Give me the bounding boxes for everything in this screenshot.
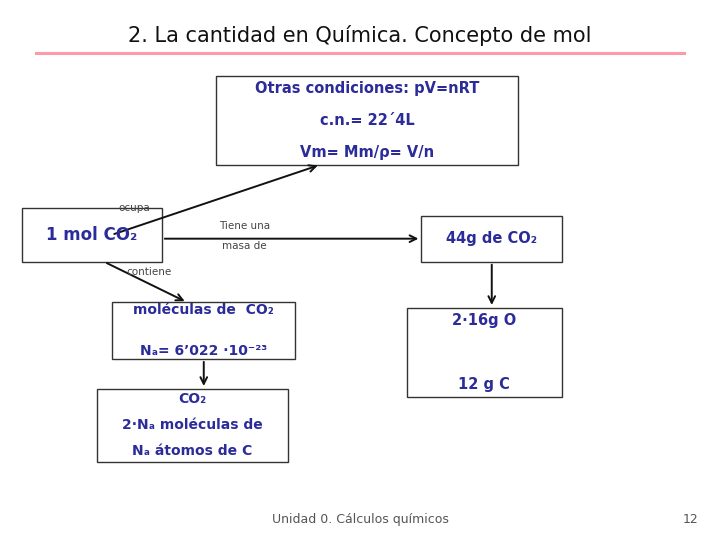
FancyBboxPatch shape <box>216 76 518 165</box>
FancyBboxPatch shape <box>22 208 162 262</box>
Text: 44g de CO₂: 44g de CO₂ <box>446 232 537 246</box>
Text: Vm= Mm/ρ= V/n: Vm= Mm/ρ= V/n <box>300 145 434 160</box>
Text: 2·16g O: 2·16g O <box>452 313 516 328</box>
FancyBboxPatch shape <box>97 389 288 462</box>
Text: 12: 12 <box>683 513 698 526</box>
Text: c.n.= 22´4L: c.n.= 22´4L <box>320 113 415 127</box>
Text: CO₂: CO₂ <box>179 392 207 406</box>
Text: Unidad 0. Cálculos químicos: Unidad 0. Cálculos químicos <box>271 513 449 526</box>
Text: moléculas de  CO₂: moléculas de CO₂ <box>133 303 274 318</box>
FancyBboxPatch shape <box>421 216 562 262</box>
FancyBboxPatch shape <box>407 308 562 397</box>
Text: Otras condiciones: pV=nRT: Otras condiciones: pV=nRT <box>255 80 480 96</box>
Text: ocupa: ocupa <box>119 203 150 213</box>
Text: Nₐ átomos de C: Nₐ átomos de C <box>132 444 253 458</box>
Text: Tiene una: Tiene una <box>219 220 271 231</box>
Text: contiene: contiene <box>126 267 171 277</box>
Text: masa de: masa de <box>222 241 267 252</box>
Text: 1 mol CO₂: 1 mol CO₂ <box>46 226 138 244</box>
FancyBboxPatch shape <box>112 302 295 359</box>
Text: 2. La cantidad en Química. Concepto de mol: 2. La cantidad en Química. Concepto de m… <box>128 25 592 45</box>
Text: Nₐ= 6’022 ·10⁻²³: Nₐ= 6’022 ·10⁻²³ <box>140 344 267 358</box>
Text: 12 g C: 12 g C <box>458 377 510 392</box>
Text: 2·Nₐ moléculas de: 2·Nₐ moléculas de <box>122 418 263 432</box>
